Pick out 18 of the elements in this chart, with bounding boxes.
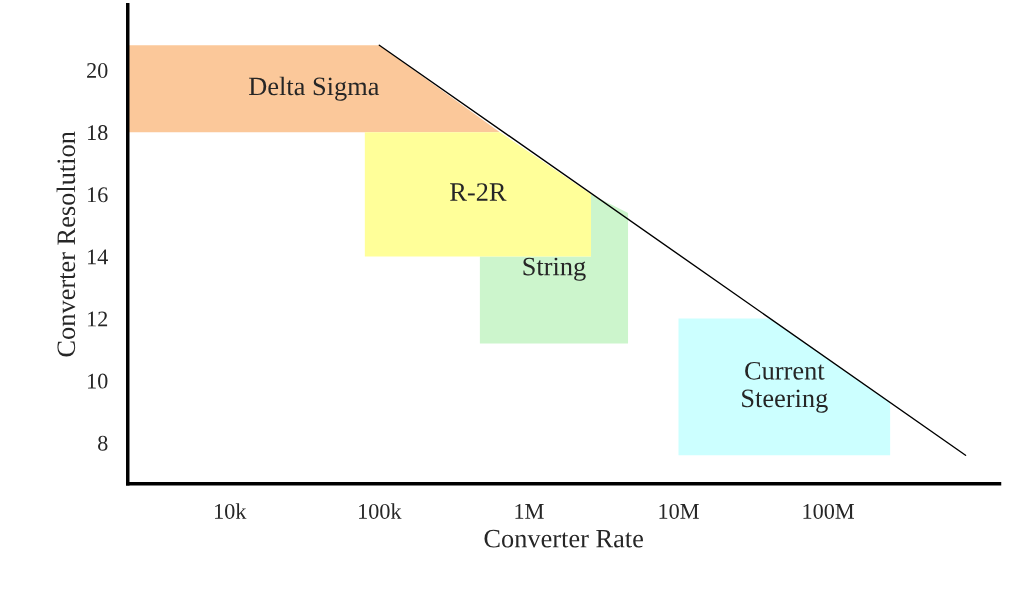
x-tick-label: 1M [515, 504, 544, 519]
x-axis-title: Converter Rate [484, 529, 643, 548]
series-label: Current Steering [742, 361, 828, 413]
x-tick-label: 10k [215, 503, 247, 519]
series-label: R-2R [450, 183, 507, 201]
y-tick-label: 20 [87, 62, 108, 78]
series-label: Delta Sigma [249, 76, 380, 101]
x-tick-label: 10M [659, 503, 699, 519]
y-tick-label: 10 [88, 373, 108, 389]
y-axis-title: Converter Resolution [56, 131, 76, 357]
y-tick-label: 16 [88, 187, 108, 203]
x-tick-label: 100k [359, 503, 402, 519]
series-label: String [523, 257, 586, 281]
y-tick-label: 14 [88, 249, 108, 265]
y-tick-label: 12 [88, 311, 108, 327]
x-tick-label: 100M [803, 503, 854, 519]
y-tick-label: 8 [98, 435, 108, 451]
y-tick-label: 18 [88, 125, 108, 141]
